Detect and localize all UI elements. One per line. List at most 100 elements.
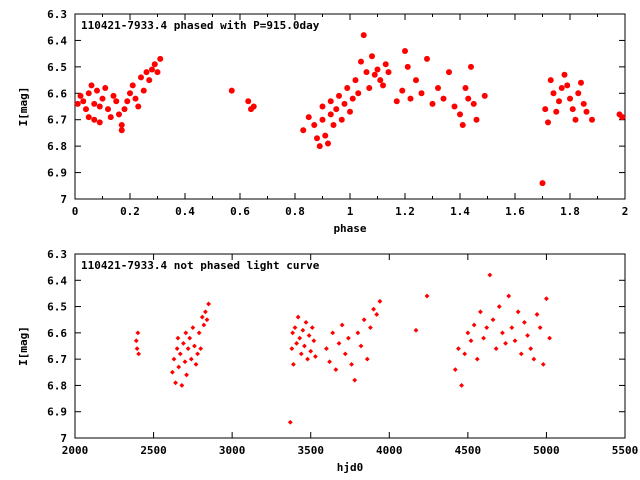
data-point xyxy=(528,346,534,352)
data-point xyxy=(349,362,354,367)
x-tick-label: 4500 xyxy=(455,444,482,457)
data-point xyxy=(322,132,329,139)
data-point xyxy=(567,95,573,102)
data-point xyxy=(157,55,164,62)
data-point xyxy=(184,372,189,378)
x-axis-title: hjd0 xyxy=(337,461,364,474)
data-point xyxy=(525,333,530,338)
data-point xyxy=(88,82,95,89)
data-point xyxy=(424,55,430,62)
data-point xyxy=(344,85,351,91)
data-point xyxy=(327,359,332,365)
data-point xyxy=(206,301,211,307)
data-point xyxy=(118,122,125,128)
data-point xyxy=(91,100,98,107)
data-point xyxy=(496,304,502,309)
data-point xyxy=(228,87,235,94)
data-point xyxy=(245,98,252,105)
data-point xyxy=(300,327,306,333)
data-point xyxy=(308,348,314,354)
data-point xyxy=(121,106,128,113)
data-point xyxy=(564,82,571,89)
data-point xyxy=(319,103,326,110)
data-point xyxy=(336,92,342,99)
data-point xyxy=(295,314,301,320)
data-point xyxy=(435,85,441,91)
data-series xyxy=(74,32,626,187)
data-point xyxy=(177,351,183,357)
data-point xyxy=(462,351,468,357)
x-tick-label: 1.6 xyxy=(505,205,525,218)
y-tick-label: 6.6 xyxy=(47,327,67,340)
data-point xyxy=(294,340,299,346)
y-tick-label: 6.5 xyxy=(47,61,67,74)
data-point xyxy=(575,90,582,97)
data-point xyxy=(347,108,353,115)
data-point xyxy=(371,306,376,312)
data-point xyxy=(113,98,120,105)
data-point xyxy=(182,359,188,365)
data-point xyxy=(319,116,326,123)
data-point xyxy=(116,111,122,118)
data-point xyxy=(451,103,458,110)
data-point xyxy=(289,346,295,352)
data-point xyxy=(465,95,472,102)
data-point xyxy=(556,98,562,105)
y-tick-label: 6.4 xyxy=(47,34,67,47)
data-point xyxy=(542,106,549,113)
data-point xyxy=(342,351,348,357)
y-tick-label: 6.8 xyxy=(47,140,67,153)
x-tick-label: 0.4 xyxy=(175,205,195,218)
x-tick-label: 2500 xyxy=(140,444,167,457)
data-point xyxy=(506,293,512,299)
x-tick-label: 0.2 xyxy=(120,205,140,218)
data-point xyxy=(493,346,499,352)
data-point xyxy=(138,74,144,81)
data-point xyxy=(94,87,100,94)
data-point xyxy=(341,100,348,107)
y-tick-label: 7 xyxy=(60,432,67,445)
data-point xyxy=(382,61,389,68)
data-point xyxy=(465,330,471,336)
data-point xyxy=(358,343,364,349)
data-point xyxy=(192,343,197,349)
data-point xyxy=(424,293,430,299)
data-point xyxy=(537,325,543,330)
data-point xyxy=(136,351,142,357)
data-point xyxy=(327,111,334,118)
x-tick-label: 5500 xyxy=(612,444,639,457)
data-point xyxy=(355,330,361,336)
data-point xyxy=(402,48,408,54)
plot-title: 110421-7933.4 not phased light curve xyxy=(81,259,320,272)
data-point xyxy=(490,317,496,323)
data-point xyxy=(127,90,133,97)
x-tick-label: 3000 xyxy=(219,444,246,457)
data-point xyxy=(374,312,380,317)
data-point xyxy=(470,100,477,107)
data-point xyxy=(522,319,527,325)
data-point xyxy=(188,356,194,362)
data-point xyxy=(250,103,257,110)
data-point xyxy=(325,140,331,147)
data-point xyxy=(314,135,320,142)
data-point xyxy=(198,346,204,352)
data-point xyxy=(352,377,358,383)
data-point xyxy=(300,127,307,134)
data-point xyxy=(134,346,140,352)
data-point xyxy=(561,71,568,78)
data-point xyxy=(446,69,452,76)
data-point xyxy=(459,122,466,128)
data-point xyxy=(333,367,339,373)
data-point xyxy=(374,66,381,73)
data-point xyxy=(580,100,587,107)
data-point xyxy=(175,335,181,341)
data-point xyxy=(471,322,477,328)
data-point xyxy=(154,69,161,76)
data-point xyxy=(290,330,296,336)
data-point xyxy=(407,95,414,102)
x-tick-label: 4000 xyxy=(376,444,403,457)
data-point xyxy=(185,346,191,352)
data-point xyxy=(170,369,175,375)
